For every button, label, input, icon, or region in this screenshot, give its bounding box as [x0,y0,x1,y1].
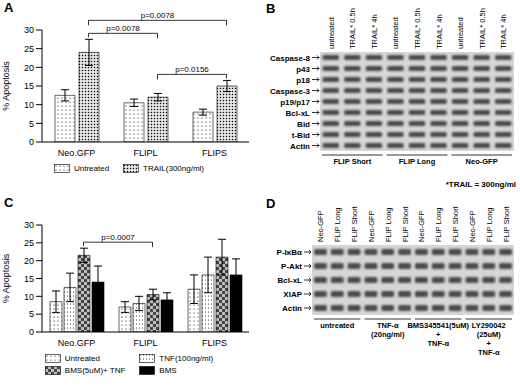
svg-text:FLIP Short: FLIP Short [333,157,371,166]
svg-text:TNF-α: TNF-α [478,348,500,357]
svg-text:15: 15 [24,274,34,284]
svg-text:FLIP Short: FLIP Short [401,205,410,242]
svg-text:+: + [436,330,441,339]
svg-text:TRAIL* 0.5h: TRAIL* 0.5h [478,8,487,49]
svg-text:Neo-GFP: Neo-GFP [466,157,498,166]
svg-text:25: 25 [24,238,34,248]
svg-text:15: 15 [24,81,34,91]
svg-text:20: 20 [24,256,34,266]
svg-text:Neo-GFP: Neo-GFP [316,210,325,242]
svg-text:D: D [266,196,275,211]
svg-text:5: 5 [29,119,34,129]
svg-text:untreated: untreated [391,17,400,49]
svg-text:0: 0 [29,137,34,147]
svg-text:FLIPS: FLIPS [202,148,227,158]
svg-text:30: 30 [24,220,34,230]
svg-text:25: 25 [24,44,34,54]
html-text:BMS: BMS [159,366,177,375]
svg-text:Bcl-xL: Bcl-xL [286,109,311,118]
svg-text:p18: p18 [296,76,310,85]
svg-text:10: 10 [24,100,34,110]
svg-text:FLIP Short: FLIP Short [350,205,359,242]
svg-text:FLIP Long: FLIP Long [399,157,436,166]
svg-text:TNF-α: TNF-α [427,339,449,348]
html-text:Untreated: Untreated [74,164,110,173]
svg-text:XIAP: XIAP [283,290,302,299]
svg-text:TRAIL* 0.5h: TRAIL* 0.5h [348,8,357,49]
svg-text:FLIP Long: FLIP Long [384,208,393,242]
svg-text:untreated: untreated [320,321,355,330]
svg-text:10: 10 [24,292,34,302]
svg-text:LY290042: LY290042 [472,321,506,330]
svg-text:TRAIL* 4h: TRAIL* 4h [435,14,444,49]
svg-text:P-Akt: P-Akt [281,262,302,271]
svg-text:TRAIL* 4h: TRAIL* 4h [499,14,508,49]
svg-text:(25uM): (25uM) [477,330,502,339]
html-text:C: C [4,195,14,210]
svg-text:p=0.0007: p=0.0007 [101,233,135,242]
svg-text:FLIPL: FLIPL [133,148,157,158]
svg-text:Neo-GFP: Neo-GFP [468,210,477,242]
html-text:TNF(100ng/ml): TNF(100ng/ml) [159,354,214,363]
svg-text:FLIP Long: FLIP Long [333,208,342,242]
svg-text:TNF-α: TNF-α [377,321,399,330]
svg-text:FLIP Short: FLIP Short [502,205,511,242]
svg-text:p43: p43 [296,65,310,74]
svg-text:BMS345541(5uM): BMS345541(5uM) [407,321,469,330]
svg-text:+: + [487,339,492,348]
svg-text:20: 20 [24,63,34,73]
svg-text:FLIPS: FLIPS [202,338,227,348]
svg-text:FLIP Long: FLIP Long [485,208,494,242]
svg-text:p19/p17: p19/p17 [280,98,310,107]
svg-text:P-IκBα: P-IκBα [277,248,302,257]
html-text:A: A [4,0,14,15]
svg-text:FLIPL: FLIPL [133,338,157,348]
svg-text:% Apoptosis: % Apoptosis [1,61,11,111]
html-text:TRAIL(300ng/ml): TRAIL(300ng/ml) [143,164,204,173]
svg-text:untreated: untreated [456,17,465,49]
svg-text:Bid: Bid [297,120,310,129]
svg-text:Neo.GFP: Neo.GFP [58,148,96,158]
svg-text:Caspase-3: Caspase-3 [270,87,311,96]
svg-text:% Apoptosis: % Apoptosis [1,253,11,303]
svg-text:p=0.0156: p=0.0156 [175,65,209,74]
svg-text:(20ng/ml): (20ng/ml) [371,330,405,339]
html-text:Untreated: Untreated [64,354,100,363]
svg-text:t-Bid: t-Bid [292,131,310,140]
svg-text:Neo-GFP: Neo-GFP [367,210,376,242]
svg-text:0: 0 [29,327,34,337]
svg-text:30: 30 [24,25,34,35]
svg-text:Actin: Actin [282,304,302,313]
html-text:BMS(5uM)+ TNF: BMS(5uM)+ TNF [64,366,126,375]
svg-text:FLIP Short: FLIP Short [451,205,460,242]
svg-text:B: B [266,1,275,16]
svg-text:*TRAIL = 300ng/ml: *TRAIL = 300ng/ml [446,180,516,189]
svg-text:Bcl-xL: Bcl-xL [278,276,303,285]
svg-text:untreated: untreated [327,17,336,49]
svg-text:Caspase-8: Caspase-8 [270,54,311,63]
svg-text:Actin: Actin [290,142,310,151]
svg-text:5: 5 [29,309,34,319]
svg-text:TRAIL* 4h: TRAIL* 4h [370,14,379,49]
svg-text:Neo-GFP: Neo-GFP [417,210,426,242]
svg-text:FLIP Long: FLIP Long [434,208,443,242]
svg-text:Neo.GFP: Neo.GFP [58,338,96,348]
svg-text:TRAIL* 0.5h: TRAIL* 0.5h [413,8,422,49]
svg-text:p=0.0078: p=0.0078 [106,24,140,33]
svg-text:p=0.0078: p=0.0078 [141,11,175,20]
